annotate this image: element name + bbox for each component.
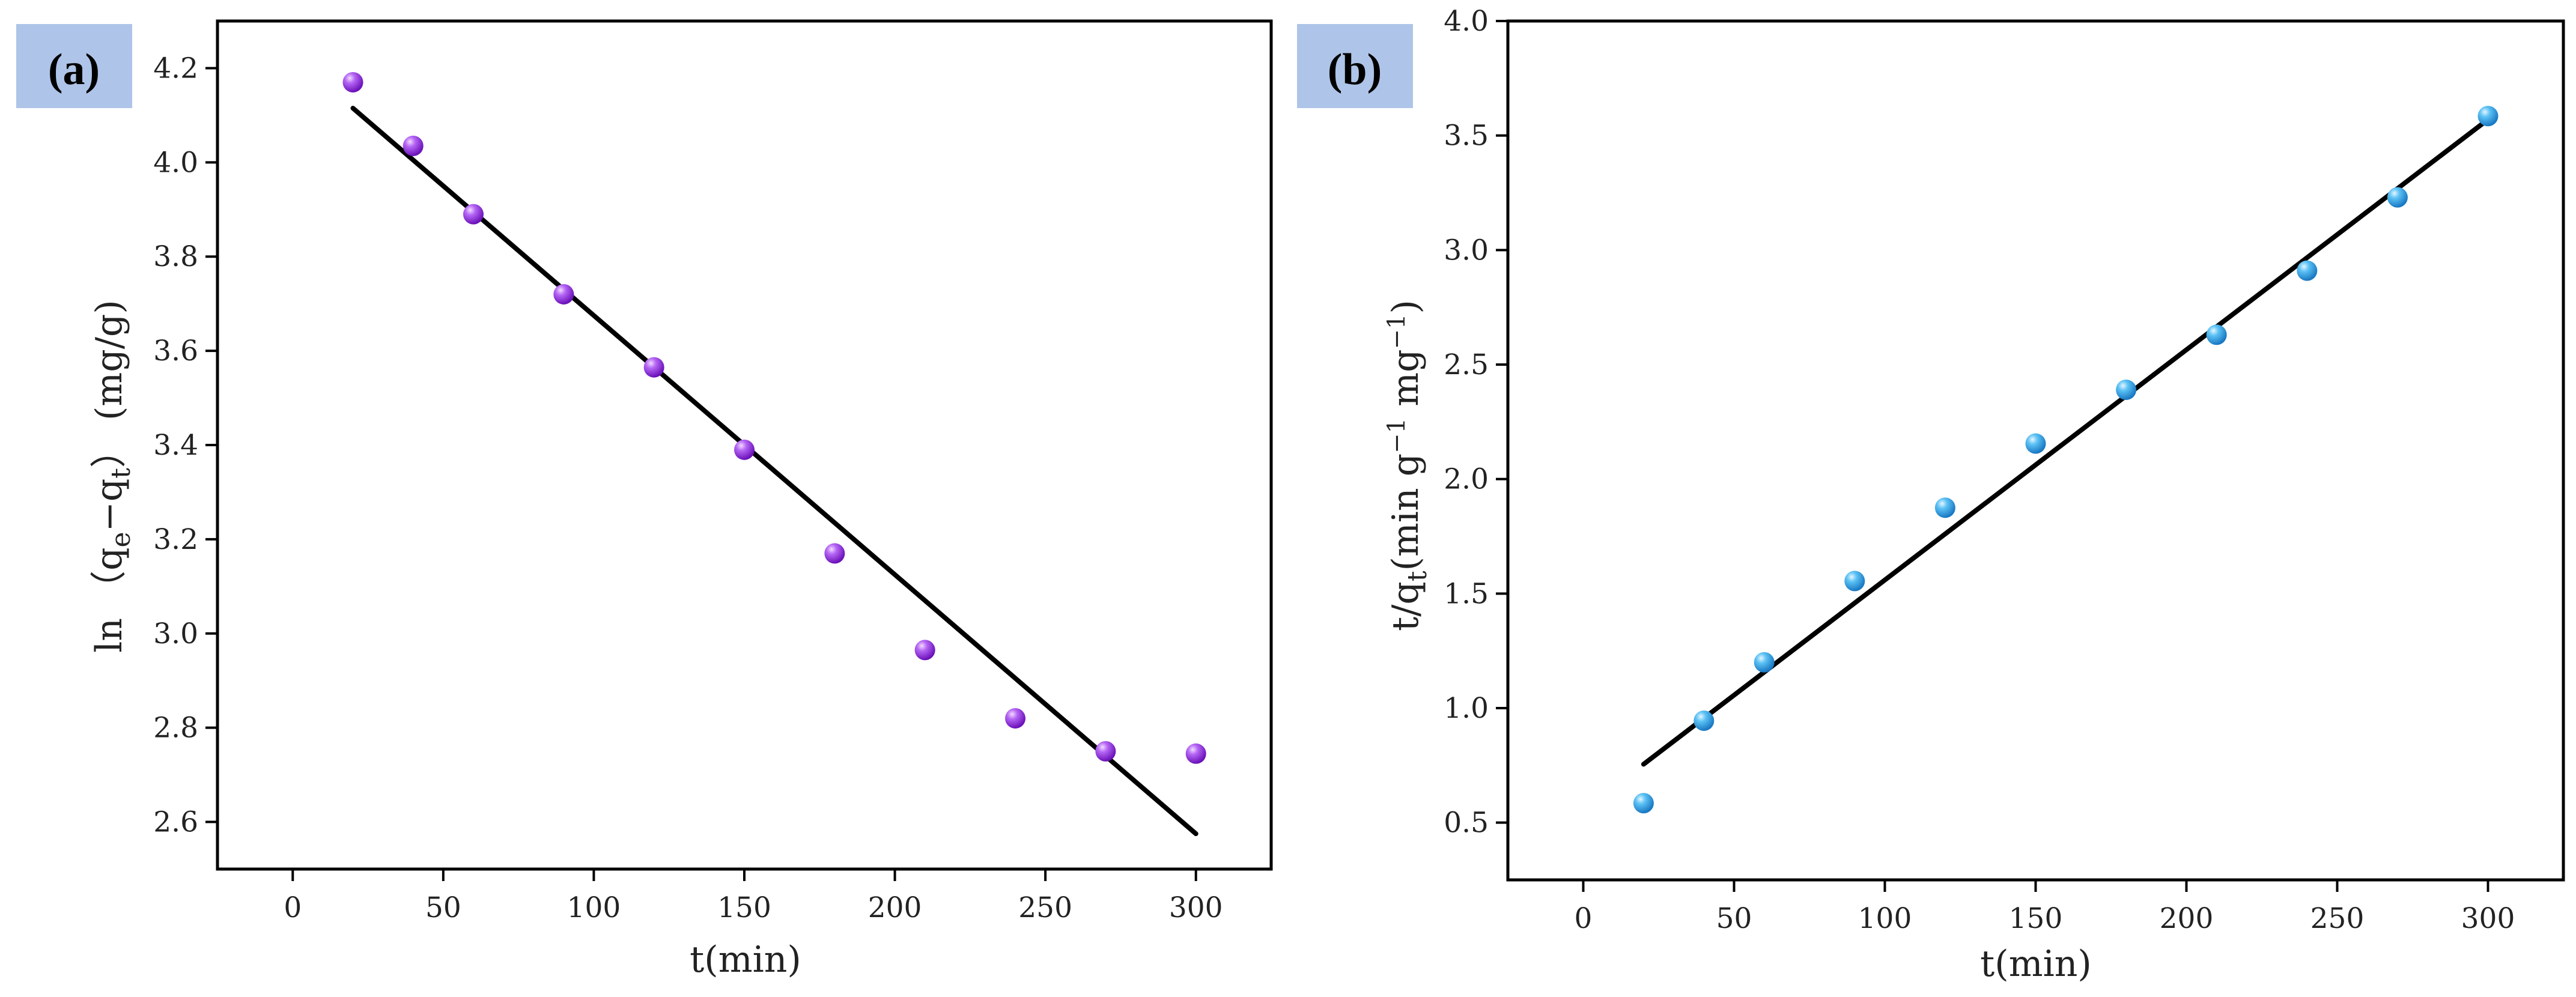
chart-b-y-tick-label: 1.5 bbox=[1444, 577, 1489, 610]
chart-a-data-point bbox=[342, 71, 363, 92]
chart-b-x-tick-label: 0 bbox=[1575, 902, 1593, 935]
chart-a-y-tick-label: 3.4 bbox=[153, 429, 198, 462]
chart-a-y-axis-label: ln （qe−qt） (mg/g) bbox=[88, 300, 136, 653]
chart-b-x-tick-label: 300 bbox=[2461, 902, 2515, 935]
chart-b: (b) 0 50 100 150 200 250 300 0.5 1.0 1.5 2.0 2.5 3.0… bbox=[1297, 5, 2565, 985]
chart-b-data-point bbox=[1844, 571, 1865, 592]
chart-b-data-point bbox=[2116, 379, 2137, 400]
chart-a-y-tick-label: 4.0 bbox=[153, 146, 198, 179]
chart-b-x-tick-label: 150 bbox=[2009, 902, 2063, 935]
chart-a-x-tick-label: 200 bbox=[868, 891, 922, 924]
chart-a-y-tick-label: 4.2 bbox=[153, 52, 198, 85]
chart-a-x-axis-label: t(min) bbox=[690, 939, 801, 981]
chart-a-data-point bbox=[1185, 743, 1206, 764]
chart-a-data-point bbox=[824, 543, 845, 564]
chart-a-data-point bbox=[1005, 708, 1026, 729]
chart-a-x-tick-label: 50 bbox=[425, 891, 461, 924]
chart-a-data-point bbox=[1095, 741, 1116, 762]
chart-a-data-point bbox=[463, 204, 484, 225]
chart-b-y-tick-label: 0.5 bbox=[1444, 807, 1489, 840]
chart-b-data-point bbox=[2387, 187, 2408, 208]
chart-a: (a) 0 50 100 150 200 250 300 2.6 2.8 3.0 3.2 3.4 3.6… bbox=[16, 19, 1273, 981]
chart-b-data-point bbox=[2206, 324, 2227, 345]
chart-a-data-point bbox=[914, 640, 935, 661]
chart-b-data-point bbox=[1934, 497, 1955, 518]
chart-b-y-tick-label: 4.0 bbox=[1444, 5, 1489, 38]
chart-a-data-point bbox=[643, 357, 664, 378]
chart-a-y-tick-label: 3.0 bbox=[153, 617, 198, 650]
chart-b-x-tick-label: 100 bbox=[1858, 902, 1912, 935]
chart-a-y-tick-label: 3.6 bbox=[153, 335, 198, 368]
chart-b-y-axis-label: t/qt(min g−1 mg−1) bbox=[1383, 300, 1433, 631]
chart-b-y-tick-label: 3.0 bbox=[1444, 234, 1489, 267]
chart-a-x-tick-label: 250 bbox=[1018, 891, 1072, 924]
chart-b-y-tick-label: 2.0 bbox=[1444, 463, 1489, 496]
chart-a-fit-line bbox=[350, 106, 1198, 837]
chart-a-label-badge bbox=[16, 24, 132, 108]
chart-a-x-tick-label: 300 bbox=[1169, 891, 1223, 924]
chart-a-x-tick-label: 100 bbox=[567, 891, 621, 924]
chart-b-x-axis-label: t(min) bbox=[1980, 943, 2092, 985]
chart-b-data-point bbox=[2477, 106, 2499, 127]
chart-b-data-point bbox=[2297, 260, 2318, 281]
chart-b-fit-line bbox=[1641, 117, 2491, 767]
chart-a-y-tick-label: 2.6 bbox=[153, 806, 198, 839]
chart-b-plot: 0 50 100 150 200 250 300 0.5 1.0 1.5 2.0 2.5 3.0 3.5 4… bbox=[1444, 5, 2565, 935]
chart-b-x-tick-label: 250 bbox=[2310, 902, 2365, 935]
chart-b-data-point bbox=[2025, 433, 2046, 454]
chart-a-data-point bbox=[553, 283, 574, 305]
chart-b-x-tick-label: 50 bbox=[1716, 902, 1752, 935]
chart-a-data-point bbox=[734, 439, 755, 460]
chart-b-panel-label: (b) bbox=[1328, 45, 1382, 94]
chart-b-data-point bbox=[1633, 793, 1654, 814]
chart-a-plot: 0 50 100 150 200 250 300 2.6 2.8 3.0 3.2 3.4 3.6 3.8 4… bbox=[153, 19, 1273, 924]
chart-a-y-tick-label: 3.2 bbox=[153, 523, 198, 556]
chart-b-y-tick-label: 2.5 bbox=[1444, 348, 1489, 381]
chart-a-y-tick-label: 2.8 bbox=[153, 712, 198, 745]
chart-a-y-tick-label: 3.8 bbox=[153, 240, 198, 273]
chart-a-data-point bbox=[402, 135, 424, 156]
chart-b-data-point bbox=[1694, 710, 1715, 731]
chart-b-x-tick-label: 200 bbox=[2160, 902, 2214, 935]
chart-b-data-point bbox=[1754, 652, 1775, 673]
chart-b-label-badge bbox=[1297, 24, 1413, 108]
chart-b-y-tick-label: 1.0 bbox=[1444, 692, 1489, 725]
chart-a-x-tick-label: 150 bbox=[717, 891, 771, 924]
chart-b-y-tick-label: 3.5 bbox=[1444, 120, 1489, 153]
chart-a-panel-label: (a) bbox=[48, 45, 100, 94]
chart-a-x-tick-label: 0 bbox=[284, 891, 302, 924]
